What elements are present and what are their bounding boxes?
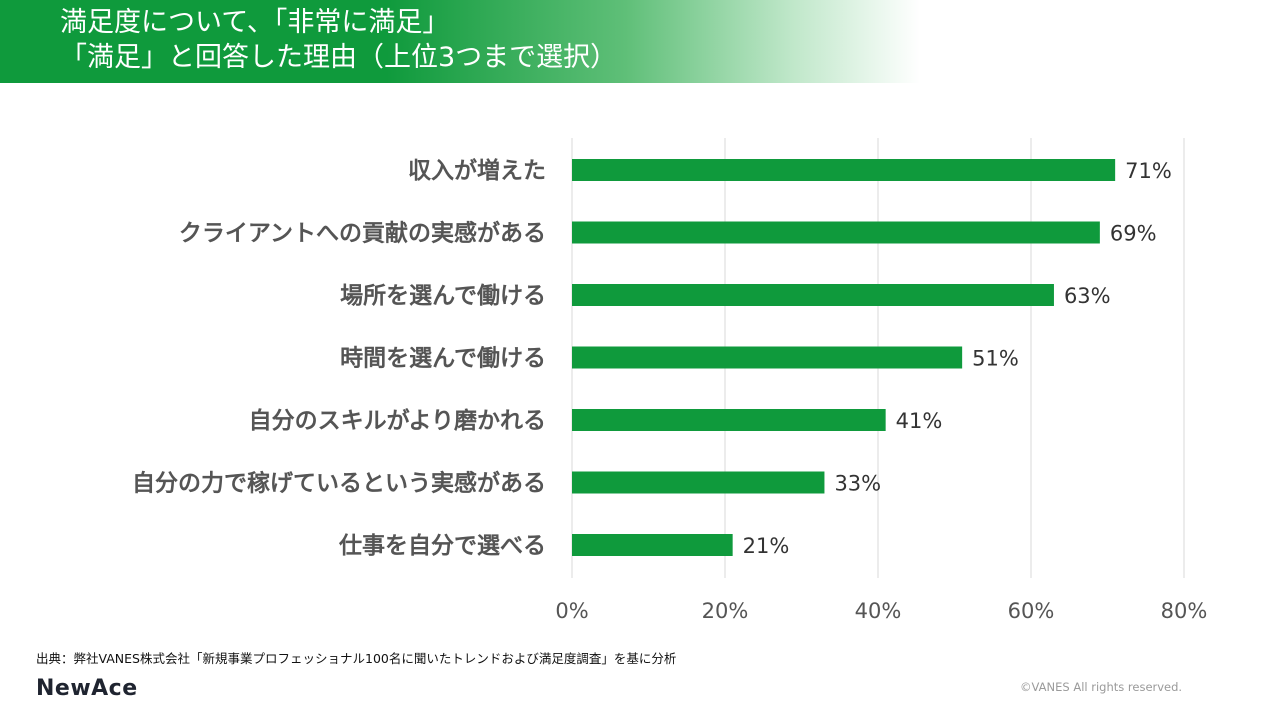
newace-logo: NewAce <box>36 676 138 701</box>
value-label: 33% <box>834 472 881 496</box>
bar <box>572 159 1116 181</box>
category-label: クライアントへの貢献の実感がある <box>179 220 546 247</box>
value-label: 21% <box>743 534 790 558</box>
value-label: 71% <box>1125 159 1172 183</box>
bar <box>572 471 825 494</box>
x-tick-label: 60% <box>1008 599 1055 623</box>
x-tick-label: 20% <box>702 599 749 623</box>
bar-chart: 0% 20% 40% 60% 80% 収入が増えた 71% クライアントへの貢献の実感がある 6… <box>132 138 1208 623</box>
bar <box>572 534 733 556</box>
value-label: 41% <box>896 409 943 433</box>
bar <box>572 284 1054 306</box>
x-tick-label: 40% <box>855 599 902 623</box>
title-line-1: 満足度について、「非常に満足」 <box>60 7 450 38</box>
x-tick-label: 0% <box>555 599 588 623</box>
category-label: 仕事を自分で選べる <box>338 532 546 559</box>
value-label: 63% <box>1064 284 1111 308</box>
title-line-2: 「満足」と回答した理由（上位3つまで選択） <box>60 42 618 73</box>
title-band: 満足度について、「非常に満足」 「満足」と回答した理由（上位3つまで選択） <box>0 0 920 83</box>
x-tick-label: 80% <box>1161 599 1208 623</box>
bar <box>572 346 963 369</box>
value-label: 69% <box>1110 222 1157 246</box>
category-label: 自分のスキルがより磨かれる <box>249 407 546 434</box>
category-label: 自分の力で稼げているという実感がある <box>132 470 546 497</box>
value-label: 51% <box>972 347 1019 371</box>
category-label: 収入が増えた <box>408 157 546 184</box>
bar <box>572 221 1100 244</box>
copyright-notice: ©VANES All rights reserved. <box>1020 680 1183 694</box>
bar <box>572 409 886 431</box>
category-label: 場所を選んで働ける <box>340 283 546 309</box>
category-label: 時間を選んで働ける <box>340 346 546 372</box>
source-note: 出典：弊社VANES株式会社「新規事業プロフェッショナル100名に聞いたトレンド… <box>36 651 677 666</box>
